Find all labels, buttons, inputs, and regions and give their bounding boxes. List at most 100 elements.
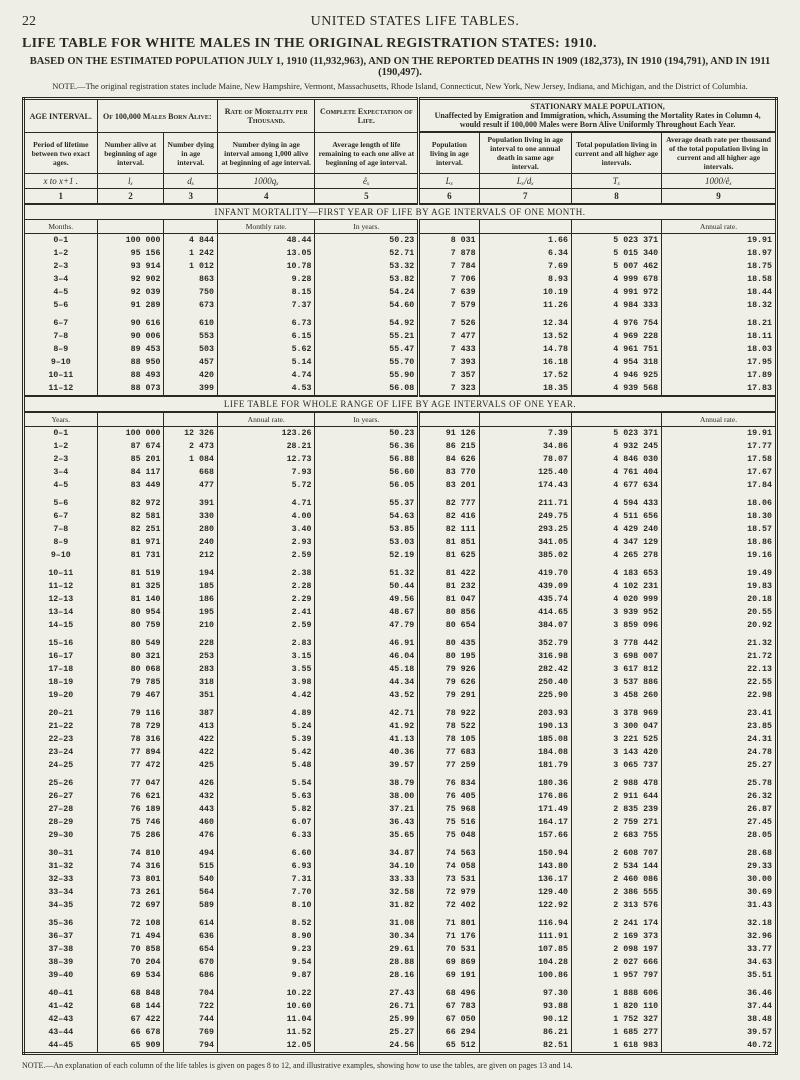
- value-cell: 10.22: [217, 987, 315, 1000]
- value-cell: 4 999 678: [571, 273, 661, 286]
- value-cell: 7 878: [419, 247, 479, 260]
- footnote: NOTE.—An explanation of each column of t…: [22, 1061, 778, 1070]
- ih-e4: [479, 220, 571, 234]
- value-cell: 426: [164, 777, 217, 790]
- sym-4: 1000qₓ: [217, 174, 315, 189]
- value-cell: 76 621: [97, 790, 164, 803]
- table-row: 11–1281 3251852.2850.4481 232439.094 102…: [24, 580, 777, 593]
- value-cell: 2 169 373: [571, 930, 661, 943]
- value-cell: 5.72: [217, 479, 315, 492]
- value-cell: 863: [164, 273, 217, 286]
- value-cell: 17.83: [662, 382, 777, 396]
- value-cell: 2.28: [217, 580, 315, 593]
- value-cell: 75 968: [419, 803, 479, 816]
- age-cell: 15–16: [24, 637, 98, 650]
- value-cell: 32.96: [662, 930, 777, 943]
- value-cell: 185.08: [479, 733, 571, 746]
- age-cell: 11–12: [24, 580, 98, 593]
- section-whole: LIFE TABLE FOR WHOLE RANGE OF LIFE BY AG…: [24, 396, 777, 412]
- value-cell: 316.98: [479, 650, 571, 663]
- value-cell: 18.58: [662, 273, 777, 286]
- value-cell: 18.03: [662, 343, 777, 356]
- n3: 3: [164, 189, 217, 205]
- value-cell: 17.84: [662, 479, 777, 492]
- value-cell: 77 894: [97, 746, 164, 759]
- table-row: 37–3870 8586549.2329.6170 531107.852 098…: [24, 943, 777, 956]
- value-cell: 67 783: [419, 1000, 479, 1013]
- value-cell: 53.85: [315, 523, 419, 536]
- value-cell: 67 050: [419, 1013, 479, 1026]
- value-cell: 80 549: [97, 637, 164, 650]
- value-cell: 79 291: [419, 689, 479, 702]
- h-rate-mort: Rate of Mortality per Thousand.: [217, 99, 315, 133]
- value-cell: 76 189: [97, 803, 164, 816]
- value-cell: 432: [164, 790, 217, 803]
- value-cell: 31.43: [662, 899, 777, 912]
- age-cell: 40–41: [24, 987, 98, 1000]
- yh-e5: [571, 412, 661, 427]
- h-complete-exp: Complete Expectation of Life.: [315, 99, 419, 133]
- h-tot-pop: Total population living in current and a…: [571, 133, 661, 174]
- value-cell: 25.27: [662, 759, 777, 772]
- value-cell: 18.06: [662, 497, 777, 510]
- table-row: 32–3373 8015407.3133.3373 531136.172 460…: [24, 873, 777, 886]
- value-cell: 20.55: [662, 606, 777, 619]
- value-cell: 9.54: [217, 956, 315, 969]
- value-cell: 10.78: [217, 260, 315, 273]
- value-cell: 35.51: [662, 969, 777, 982]
- age-cell: 10–11: [24, 567, 98, 580]
- age-cell: 23–24: [24, 746, 98, 759]
- age-cell: 5–6: [24, 497, 98, 510]
- value-cell: 1 752 327: [571, 1013, 661, 1026]
- value-cell: 2.38: [217, 567, 315, 580]
- value-cell: 460: [164, 816, 217, 829]
- table-row: 30–3174 8104946.6034.8774 563150.942 608…: [24, 847, 777, 860]
- value-cell: 19.91: [662, 234, 777, 248]
- value-cell: 1 888 606: [571, 987, 661, 1000]
- value-cell: 79 467: [97, 689, 164, 702]
- value-cell: 686: [164, 969, 217, 982]
- value-cell: 65 909: [97, 1039, 164, 1054]
- age-cell: 8–9: [24, 343, 98, 356]
- value-cell: 88 493: [97, 369, 164, 382]
- value-cell: 17.77: [662, 440, 777, 453]
- value-cell: 1 012: [164, 260, 217, 273]
- value-cell: 54.60: [315, 299, 419, 312]
- value-cell: 86 215: [419, 440, 479, 453]
- h-stationary-title: STATIONARY MALE POPULATION,: [423, 102, 772, 111]
- age-cell: 32–33: [24, 873, 98, 886]
- value-cell: 2 683 755: [571, 829, 661, 842]
- table-row: 15–1680 5492282.8346.9180 435352.793 778…: [24, 637, 777, 650]
- value-cell: 37.21: [315, 803, 419, 816]
- value-cell: 3 300 047: [571, 720, 661, 733]
- value-cell: 212: [164, 549, 217, 562]
- value-cell: 250.40: [479, 676, 571, 689]
- value-cell: 443: [164, 803, 217, 816]
- value-cell: 83 201: [419, 479, 479, 492]
- value-cell: 80 856: [419, 606, 479, 619]
- value-cell: 72 697: [97, 899, 164, 912]
- value-cell: 56.08: [315, 382, 419, 396]
- value-cell: 476: [164, 829, 217, 842]
- value-cell: 8.10: [217, 899, 315, 912]
- value-cell: 68 848: [97, 987, 164, 1000]
- table-row: 23–2477 8944225.4240.3677 683184.083 143…: [24, 746, 777, 759]
- value-cell: 65 512: [419, 1039, 479, 1054]
- table-row: 11–1288 0733994.5356.087 32318.354 939 5…: [24, 382, 777, 396]
- table-row: 22–2378 3164225.3941.1378 105185.083 221…: [24, 733, 777, 746]
- value-cell: 56.60: [315, 466, 419, 479]
- value-cell: 6.33: [217, 829, 315, 842]
- sym-row: x to x+1 . lₓ dₓ 1000qₓ e̊ₓ Lₓ Lₓ/dₓ Tₓ …: [24, 174, 777, 189]
- value-cell: 54.63: [315, 510, 419, 523]
- value-cell: 100 000: [97, 234, 164, 248]
- value-cell: 457: [164, 356, 217, 369]
- value-cell: 181.79: [479, 759, 571, 772]
- value-cell: 88 950: [97, 356, 164, 369]
- value-cell: 3.98: [217, 676, 315, 689]
- header-row: 22 UNITED STATES LIFE TABLES.: [22, 14, 778, 30]
- value-cell: 41.13: [315, 733, 419, 746]
- value-cell: 38.48: [662, 1013, 777, 1026]
- value-cell: 35.65: [315, 829, 419, 842]
- value-cell: 95 156: [97, 247, 164, 260]
- table-row: 5–691 2896737.3754.607 57911.264 984 333…: [24, 299, 777, 312]
